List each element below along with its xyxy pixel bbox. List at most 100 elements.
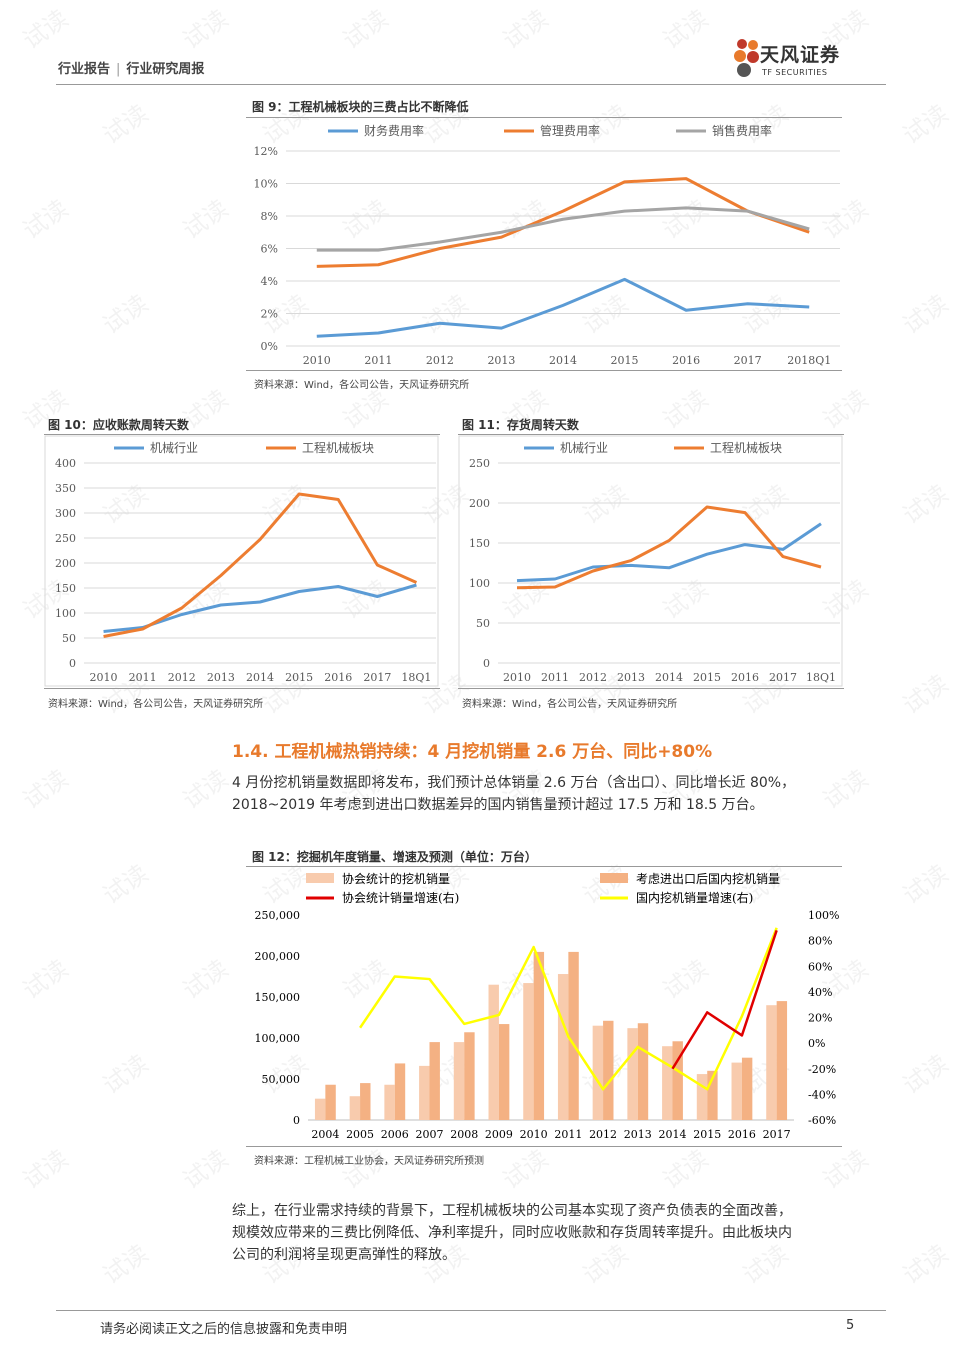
watermark-text: 试读 — [897, 1049, 954, 1100]
fig9-chart: 0% 2% 4% 6% 8% 10% 12% 2010 2011 2012 2013 2014 2015… — [254, 123, 840, 367]
x-tick-label: 2004 — [311, 1128, 339, 1141]
fig11-source: 资料来源：Wind，各公司公告，天风证券研究所 — [462, 699, 678, 710]
legend-label: 机械行业 — [560, 440, 608, 455]
fig10-top-rule — [44, 434, 440, 435]
x-tick-label: 2013 — [624, 1128, 652, 1141]
bar-2 — [776, 1001, 788, 1120]
watermark-text: 试读 — [817, 764, 874, 815]
growth-line-2 — [359, 927, 778, 1091]
x-tick-label: 2011 — [541, 671, 569, 684]
bar-1 — [314, 1098, 326, 1120]
y-tick-label: 100,000 — [255, 1032, 301, 1045]
bar-1 — [696, 1074, 708, 1120]
bar-1 — [523, 983, 534, 1120]
y2-tick-label: -40% — [808, 1088, 836, 1101]
y-tick-label: 150 — [469, 537, 490, 550]
series-line-1 — [516, 522, 822, 583]
fig11-bottom-rule — [458, 688, 844, 689]
y-tick-label: 12% — [254, 145, 278, 158]
fig11-title: 图 11：存货周转天数 — [462, 418, 579, 432]
y-tick-label: 250 — [469, 457, 490, 470]
x-tick-label: 2007 — [416, 1128, 444, 1141]
bar-1 — [488, 984, 499, 1120]
y-tick-label: 0% — [261, 340, 278, 353]
fig10-source: 资料来源：Wind，各公司公告，天风证券研究所 — [48, 699, 264, 710]
y2-tick-label: 20% — [808, 1012, 832, 1025]
bar-2 — [741, 1057, 753, 1120]
bar-2 — [707, 1070, 718, 1120]
legend-label: 国内挖机销量增速(右) — [636, 890, 753, 905]
y-tick-label: 100 — [469, 577, 490, 590]
y-tick-label: 200 — [55, 557, 76, 570]
x-tick-label: 2014 — [246, 671, 274, 684]
x-tick-label: 2016 — [728, 1128, 756, 1141]
x-tick-label: 2016 — [672, 354, 700, 367]
bar-2 — [429, 1042, 440, 1120]
bar-2 — [360, 1083, 371, 1120]
x-tick-label: 18Q1 — [806, 671, 836, 684]
watermark-text: 试读 — [497, 4, 554, 55]
bar-1 — [592, 1025, 604, 1120]
y-tick-label: 150,000 — [255, 991, 301, 1004]
bar-2 — [568, 951, 579, 1120]
watermark-text: 试读 — [17, 4, 74, 55]
y2-tick-label: -20% — [808, 1063, 836, 1076]
series-line-2 — [516, 505, 822, 590]
plot-frame — [458, 435, 843, 687]
watermark-text: 试读 — [337, 1144, 394, 1195]
watermark-text: 试读 — [97, 99, 154, 150]
series-line-1 — [316, 277, 810, 338]
y2-tick-label: 80% — [808, 935, 832, 948]
fig12-chart: 0 50,000 100,000 150,000 200,000 250,000 -60% -… — [255, 871, 840, 1141]
y-tick-label: 200 — [469, 497, 490, 510]
y-tick-label: 6% — [261, 243, 278, 256]
logo-name-cn: 天风证券 — [760, 44, 841, 66]
watermark-text: 试读 — [657, 4, 714, 55]
legend-label: 管理费用率 — [540, 123, 600, 138]
x-tick-label: 2006 — [381, 1128, 409, 1141]
x-tick-label: 2008 — [450, 1128, 478, 1141]
bar-1 — [731, 1062, 742, 1120]
x-tick-label: 2010 — [90, 671, 118, 684]
bar-2 — [672, 1041, 683, 1120]
x-tick-label: 2013 — [207, 671, 235, 684]
legend-label: 机械行业 — [150, 440, 198, 455]
section-paragraph-2: 综上，在行业需求持续的背景下，工程机械板块的公司基本实现了资产负债表的全面改善，… — [232, 1200, 792, 1266]
x-tick-label: 2012 — [589, 1128, 617, 1141]
bar-2 — [533, 951, 545, 1120]
fig9-source: 资料来源：Wind，各公司公告，天风证券研究所 — [254, 380, 470, 391]
y-tick-label: 150 — [55, 582, 76, 595]
header-separator: | — [116, 62, 121, 77]
x-tick-label: 2015 — [285, 671, 313, 684]
x-tick-label: 2010 — [520, 1128, 548, 1141]
fig11-chart: 0 50 100 150 200 250 2010 2011 2012 2013 2014 2015 2… — [458, 435, 843, 687]
legend-label: 财务费用率 — [364, 123, 424, 138]
bar-2 — [325, 1084, 336, 1120]
watermark-text: 试读 — [897, 859, 954, 910]
legend-label: 工程机械板块 — [710, 440, 782, 455]
watermark-text: 试读 — [17, 764, 74, 815]
fig9-bottom-rule — [246, 370, 842, 371]
fig9-top-rule — [246, 117, 842, 118]
bar-2 — [394, 1063, 406, 1120]
report-header: 行业报告 | 行业研究周报 — [58, 58, 204, 77]
section-title: 1.4. 工程机械热销持续：4 月挖机销量 2.6 万台、同比+80% — [232, 742, 713, 762]
watermark-text: 试读 — [97, 1049, 154, 1100]
bar-1 — [557, 974, 569, 1120]
x-tick-label: 2011 — [554, 1128, 582, 1141]
x-tick-label: 2016 — [731, 671, 759, 684]
y-tick-label: 0 — [483, 657, 490, 670]
section-paragraph-1: 4 月份挖机销量数据即将发布，我们预计总体销量 2.6 万台（含出口）、同比增长… — [232, 772, 795, 816]
y2-tick-label: 0% — [808, 1037, 825, 1050]
bar-2 — [637, 1023, 649, 1120]
legend-swatch — [600, 873, 628, 883]
fig9-title: 图 9：工程机械板块的三费占比不断降低 — [252, 100, 469, 114]
bar-1 — [766, 1005, 777, 1120]
watermark-text: 试读 — [97, 289, 154, 340]
fig10-bottom-rule — [44, 688, 440, 689]
fig10-title: 图 10：应收账款周转天数 — [48, 418, 189, 432]
x-tick-label: 2013 — [487, 354, 515, 367]
watermark-text: 试读 — [657, 384, 714, 435]
series-line-2 — [103, 492, 418, 638]
x-tick-label: 2015 — [693, 1128, 721, 1141]
